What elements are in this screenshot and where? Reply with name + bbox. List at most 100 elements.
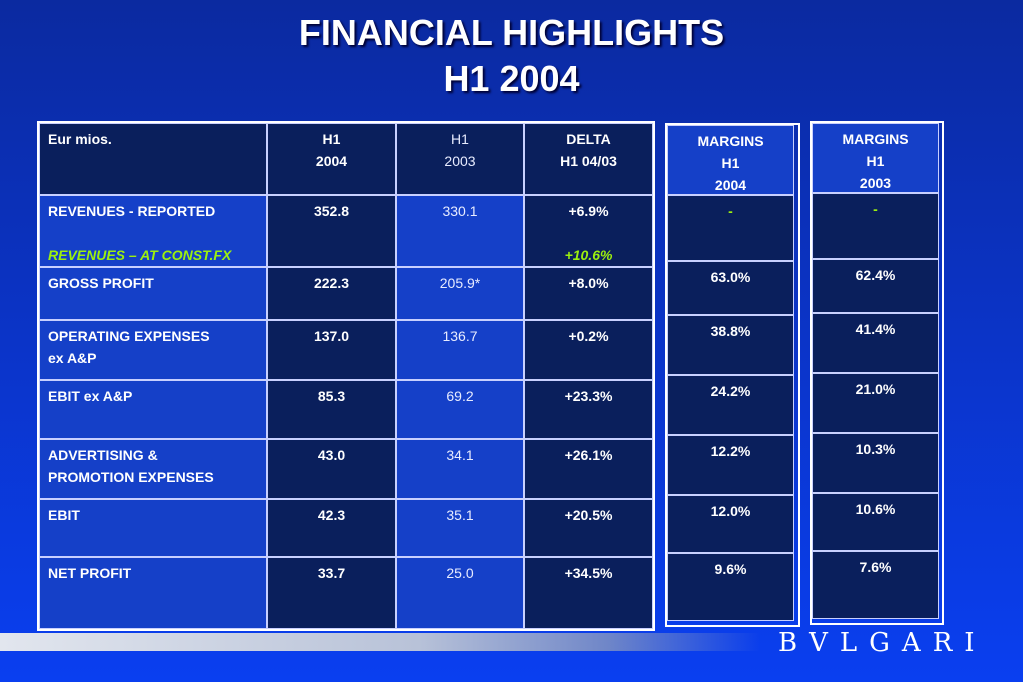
- margin-value: 24.2%: [710, 383, 751, 399]
- cell-text-line: 2003: [859, 175, 892, 191]
- header-h1-2003: H1 2003: [396, 123, 524, 195]
- financial-table: Eur mios. H1 2004 H1 2003 DELTA H1 04/03 REVENU…: [37, 121, 655, 631]
- value-2004-cell: 85.3: [267, 380, 396, 439]
- margin-cell: -: [812, 193, 939, 259]
- margin-value: 62.4%: [855, 267, 896, 283]
- header-label-cell: Eur mios.: [39, 123, 267, 195]
- value-2003-cell: 69.2: [396, 380, 524, 439]
- margin-cell: 12.0%: [667, 495, 794, 553]
- cell-text-line: H1: [721, 155, 740, 171]
- delta-value: +34.5%: [564, 565, 613, 581]
- margin-value: 41.4%: [855, 321, 896, 337]
- value-2004: 222.3: [313, 275, 350, 291]
- margin-cell: 62.4%: [812, 259, 939, 313]
- cell-text-line: ex A&P: [48, 350, 97, 366]
- bvlgari-logo: BVLGARI: [778, 628, 987, 658]
- margins-2004-table: MARGINS H1 2004 - 63.0% 38.8% 24.2% 12.2% 12.0% 9…: [665, 123, 800, 627]
- delta-value: +26.1%: [564, 447, 613, 463]
- value-2004-cell: 33.7: [267, 557, 396, 629]
- delta-value: +0.2%: [568, 328, 609, 344]
- value-2003: 330.1: [442, 203, 478, 219]
- margin-cell: -: [667, 195, 794, 261]
- value-2004: 43.0: [317, 447, 346, 463]
- margin-cell: 10.6%: [812, 493, 939, 551]
- cell-text-line: MARGINS: [842, 131, 909, 147]
- delta-cell: +0.2%: [524, 320, 653, 380]
- value-2003-cell: 136.7: [396, 320, 524, 380]
- margin-cell: 12.2%: [667, 435, 794, 495]
- margin-cell: 10.3%: [812, 433, 939, 493]
- value-2003: 136.7: [442, 328, 478, 344]
- margin-cell: 63.0%: [667, 261, 794, 315]
- cell-text-line: PROMOTION EXPENSES: [48, 469, 214, 485]
- value-2003: 205.9*: [439, 275, 481, 291]
- value-2003-cell: 330.1: [396, 195, 524, 267]
- cell-text-line: OPERATING EXPENSES: [48, 328, 210, 344]
- delta-cell: +20.5%: [524, 499, 653, 557]
- cell-text-line: 2004: [315, 153, 348, 169]
- margin-value: -: [728, 203, 733, 219]
- page-title: FINANCIAL HIGHLIGHTS H1 2004: [0, 10, 1023, 102]
- spacer: [48, 222, 266, 244]
- row-label-cell: EBIT ex A&P: [39, 380, 267, 439]
- delta-value: +8.0%: [568, 275, 609, 291]
- delta-cell: +34.5%: [524, 557, 653, 629]
- margin-value: -: [873, 201, 878, 217]
- header-delta: DELTA H1 04/03: [524, 123, 653, 195]
- row-label-cell: REVENUES - REPORTED REVENUES – AT CONST.…: [39, 195, 267, 267]
- cell-text-line: ADVERTISING &: [48, 447, 158, 463]
- margins-header: MARGINS H1 2004: [667, 125, 794, 195]
- value-2004-cell: 352.8: [267, 195, 396, 267]
- row-label-cell: EBIT: [39, 499, 267, 557]
- delta-sub-value: +10.6%: [564, 247, 613, 263]
- margin-value: 9.6%: [714, 561, 747, 577]
- title-line-2: H1 2004: [443, 58, 580, 99]
- value-2003: 69.2: [446, 388, 474, 404]
- cell-text-line: H1: [322, 131, 341, 147]
- margin-value: 10.6%: [855, 501, 896, 517]
- value-2003-cell: 35.1: [396, 499, 524, 557]
- value-2004: 137.0: [313, 328, 350, 344]
- cell-text-line: 2004: [714, 177, 747, 193]
- delta-cell: +23.3%: [524, 380, 653, 439]
- cell-text-line: GROSS PROFIT: [48, 275, 154, 291]
- value-2003-cell: 34.1: [396, 439, 524, 499]
- cell-text-line: REVENUES - REPORTED: [48, 203, 216, 219]
- value-2004-cell: 43.0: [267, 439, 396, 499]
- margin-cell: 41.4%: [812, 313, 939, 373]
- footer-stripe: [0, 633, 760, 651]
- delta-cell: +8.0%: [524, 267, 653, 320]
- delta-cell: +26.1%: [524, 439, 653, 499]
- margin-value: 12.0%: [710, 503, 751, 519]
- row-sub-label: REVENUES – AT CONST.FX: [48, 247, 232, 263]
- delta-cell: +6.9% +10.6%: [524, 195, 653, 267]
- value-2004-cell: 222.3: [267, 267, 396, 320]
- cell-text-line: EBIT: [48, 507, 80, 523]
- delta-value: +20.5%: [564, 507, 613, 523]
- value-2004: 42.3: [317, 507, 346, 523]
- margin-value: 7.6%: [859, 559, 892, 575]
- value-2004: 33.7: [317, 565, 346, 581]
- cell-text-line: H1: [451, 131, 469, 147]
- cell-text-line: EBIT ex A&P: [48, 388, 133, 404]
- value-2003: 35.1: [446, 507, 474, 523]
- cell-text-line: 2003: [444, 153, 476, 169]
- header-h1-2004: H1 2004: [267, 123, 396, 195]
- row-label-cell: ADVERTISING & PROMOTION EXPENSES: [39, 439, 267, 499]
- value-2004-cell: 137.0: [267, 320, 396, 380]
- margins-2003-table: MARGINS H1 2003 - 62.4% 41.4% 21.0% 10.3% 10.6% 7…: [810, 121, 944, 625]
- margin-value: 38.8%: [710, 323, 751, 339]
- value-2003: 25.0: [446, 565, 474, 581]
- value-2004-cell: 42.3: [267, 499, 396, 557]
- title-line-1: FINANCIAL HIGHLIGHTS: [298, 12, 725, 53]
- spacer: [525, 222, 652, 244]
- margin-value: 10.3%: [855, 441, 896, 457]
- margin-value: 63.0%: [710, 269, 751, 285]
- header-label: Eur mios.: [48, 131, 112, 147]
- margin-cell: 24.2%: [667, 375, 794, 435]
- value-2004: 352.8: [313, 203, 350, 219]
- margin-value: 12.2%: [710, 443, 751, 459]
- delta-value: +23.3%: [564, 388, 613, 404]
- row-label-cell: OPERATING EXPENSES ex A&P: [39, 320, 267, 380]
- cell-text-line: DELTA: [566, 131, 611, 147]
